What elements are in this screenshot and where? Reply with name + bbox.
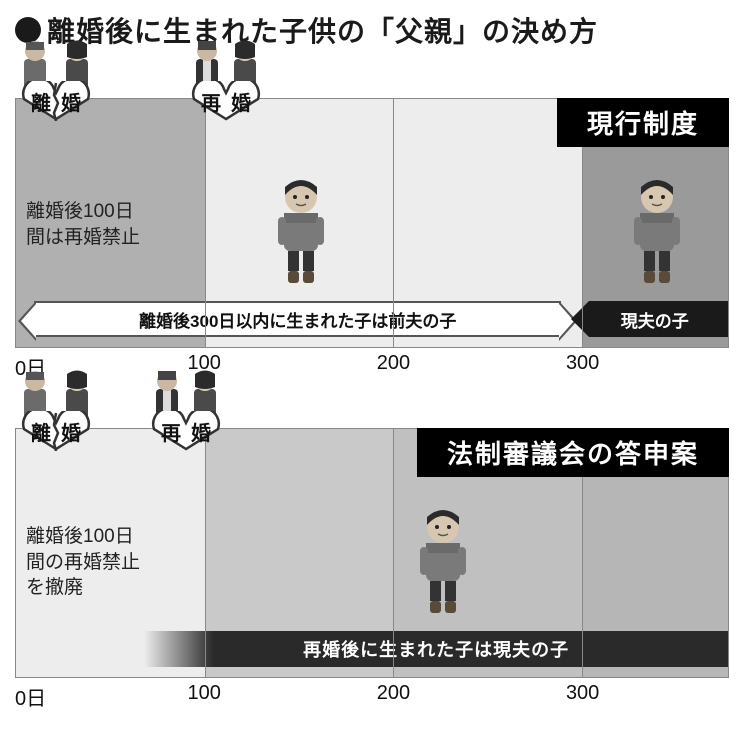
heart-divorce-label: 離婚 (31, 87, 91, 116)
panel1-arrow-row: 離婚後300日以内に生まれた子は前夫の子 現夫の子 (34, 301, 728, 337)
child-icon (266, 177, 336, 287)
axis-tick: 300 (566, 682, 599, 705)
axis-tick: 200 (377, 352, 410, 375)
axis-tick: 200 (377, 682, 410, 705)
panel2-heading: 法制審議会の答申案 (417, 428, 729, 477)
heart-divorce: 離婚 (16, 81, 96, 121)
arrow-prev-husband-label: 離婚後300日以内に生まれた子は前夫の子 (139, 307, 456, 332)
axis-tick: 0日 (15, 682, 46, 711)
couple-remarry-icon: 再婚 (166, 39, 286, 121)
grad-bar-current-husband: 再婚後に生まれた子は現夫の子 (144, 631, 728, 667)
child-icon (408, 507, 478, 617)
couple-divorce2-icon: 離婚 (0, 369, 116, 451)
grid-line (393, 429, 394, 677)
arrow-prev-husband: 離婚後300日以内に生まれた子は前夫の子 (34, 301, 561, 337)
panel1-heading: 現行制度 (557, 98, 729, 147)
heart-divorce2-label: 離婚 (31, 417, 91, 446)
panel1-axis: 0日100200300 (15, 352, 729, 380)
page-title: 離婚後に生まれた子供の「父親」の決め方 (47, 10, 598, 50)
panel-proposal: 法制審議会の答申案 離婚 再婚 (15, 428, 729, 710)
grad-bar-label: 再婚後に生まれた子は現夫の子 (303, 636, 569, 662)
page-title-row: 離婚後に生まれた子供の「父親」の決め方 (15, 10, 729, 50)
child-icon (622, 177, 692, 287)
couple-divorce-icon: 離婚 (0, 39, 116, 121)
heart-remarry: 再婚 (186, 81, 266, 121)
heart-remarry2-label: 再婚 (161, 417, 221, 446)
heart-divorce2: 離婚 (16, 411, 96, 451)
panel2-axis: 0日 100 200 300 (15, 682, 729, 710)
heart-remarry2: 再婚 (146, 411, 226, 451)
arrow-current-husband: 現夫の子 (589, 301, 728, 337)
axis-tick: 100 (188, 682, 221, 705)
arrow-current-husband-label: 現夫の子 (621, 307, 689, 332)
panel1-note: 離婚後100日 間は再婚禁止 (26, 199, 140, 250)
axis-tick: 300 (566, 352, 599, 375)
grid-line (393, 99, 394, 347)
panel-current-system: 現行制度 離婚 再婚 (15, 98, 729, 380)
panel2-note: 離婚後100日 間の再婚禁止 を撤廃 (26, 524, 140, 601)
couple-remarry2-icon: 再婚 (126, 369, 246, 451)
grid-line (205, 429, 206, 677)
heart-remarry-label: 再婚 (201, 87, 261, 116)
grid-line (205, 99, 206, 347)
